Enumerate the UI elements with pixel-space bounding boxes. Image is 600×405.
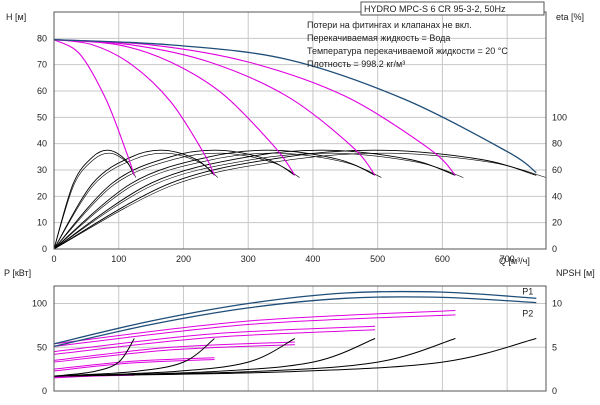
y-tick-eta-3: 60 [552,165,562,175]
x-tick-q-2: 200 [176,254,191,264]
power-p2-curve-3 [53,344,295,363]
efficiency-curve-alt-3 [53,152,300,250]
head-curve-3 [53,39,296,176]
efficiency-curve-alt-1 [53,152,137,250]
chart-title: HYDRO MPC-S 6 CR 95-3-2, 50Hz [364,4,506,14]
note-line-1: Потери на фитингах и клапанах не вкл. [307,20,472,30]
efficiency-curve-2 [53,149,215,250]
note-line-2: Перекачиваемая жидкость = Вода [307,33,450,43]
info-box: HYDRO MPC-S 6 CR 95-3-2, 50Hz Потери на … [307,1,545,69]
note-line-3: Температура перекачиваемой жидкости = 20… [307,46,508,56]
y-tick-npsh-2: 10 [552,299,562,309]
y-tick-eta-4: 80 [552,139,562,149]
efficiency-curve-1 [53,149,135,250]
y-tick-h-4: 40 [37,139,47,149]
note-line-4: Плотность = 998.2 кг/м³ [307,59,405,69]
title-box [360,1,545,16]
plot-frame-bottom [53,285,547,392]
y-axis-label-npsh: NPSH [м] [556,268,595,278]
plot-frame-top [53,11,547,250]
head-curve-1 [53,39,135,176]
power-p1-curve-2 [53,357,215,370]
y-tick-h-6: 60 [37,86,47,96]
x-tick-q-5: 500 [370,254,385,264]
y-tick-h-7: 70 [37,60,47,70]
y-tick-npsh-1: 5 [552,342,557,352]
y-tick-h-5: 50 [37,112,47,122]
y-tick-p-0: 0 [42,386,47,396]
npsh-curve-6 [53,338,537,377]
x-tick-q-7: 700 [500,254,515,264]
power-p1-curve-5 [53,310,456,345]
head-curve-4 [53,39,376,176]
efficiency-curve-alt-2 [53,152,218,250]
series-label-P1: P1 [522,286,533,296]
y-tick-eta-0: 0 [552,244,557,254]
x-tick-q-6: 600 [435,254,450,264]
y-axis-label-eta: eta [%] [556,12,584,22]
head-curve-2 [53,39,215,176]
power-max-curve-P2 [53,296,537,348]
x-tick-q-4: 400 [305,254,320,264]
head-curve-6 [53,39,537,174]
y-tick-p-1: 50 [37,342,47,352]
y-axis-label-h: H [м] [6,12,26,22]
curves-layer: P1 P2 [53,39,546,379]
y-tick-eta-1: 20 [552,218,562,228]
efficiency-curve-alt-5 [53,152,464,250]
y-tick-p-2: 100 [32,299,47,309]
npsh-curve-1 [53,338,135,377]
power-p2-curve-4 [53,329,376,355]
y-tick-h-3: 30 [37,165,47,175]
grid-layer [53,12,546,392]
power-max-curve-P1 [53,290,537,345]
efficiency-curve-4 [53,149,376,250]
y-tick-h-1: 10 [37,218,47,228]
power-p2-curve-5 [53,314,456,347]
labels-layer: H [м] eta [%] Q [м³/ч] P [кВт] NPSH [м] [4,12,595,278]
efficiency-curve-6 [53,149,537,250]
x-tick-q-1: 100 [111,254,126,264]
x-axis-label-q: Q [м³/ч] [499,256,530,266]
efficiency-curve-alt-6 [53,152,546,250]
y-tick-h-8: 80 [37,33,47,43]
power-p1-curve-3 [53,341,295,361]
y-tick-eta-2: 40 [552,191,562,201]
y-tick-npsh-0: 0 [552,386,557,396]
npsh-curve-3 [53,338,296,377]
series-label-P2: P2 [522,309,533,319]
x-tick-q-0: 0 [51,254,56,264]
y-tick-eta-5: 100 [552,112,567,122]
y-tick-h-2: 20 [37,191,47,201]
power-p1-curve-4 [53,325,376,353]
power-p2-curve-2 [53,359,215,372]
efficiency-curve-alt-4 [53,152,382,250]
y-axis-label-p: P [кВт] [4,268,31,278]
y-tick-h-0: 0 [42,244,47,254]
x-tick-q-3: 300 [241,254,256,264]
head-curve-5 [53,39,456,176]
efficiency-curve-5 [53,149,456,250]
